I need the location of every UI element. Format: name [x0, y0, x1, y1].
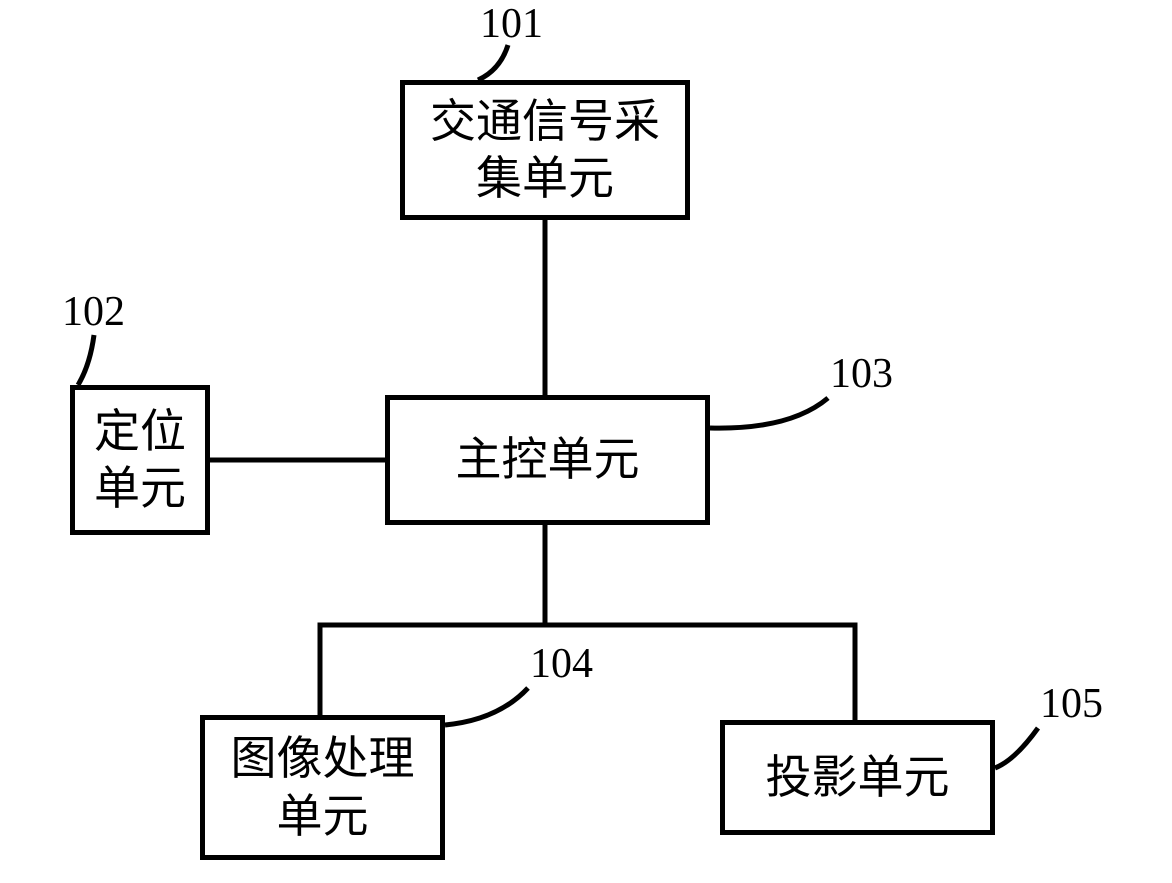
- callout-curve-101: [478, 45, 508, 80]
- node-101-ref-label: 101: [480, 0, 543, 48]
- node-103-text: 主控单元: [456, 431, 640, 489]
- node-103-ref-label: 103: [830, 350, 893, 398]
- node-104-text-line1: 图像处理: [231, 733, 415, 784]
- callout-curve-103: [710, 398, 828, 428]
- node-104-image-processing-unit: 图像处理 单元: [200, 715, 445, 860]
- edge-split-104: [320, 625, 545, 715]
- callout-curve-104: [445, 688, 528, 725]
- node-104-ref-label: 104: [530, 640, 593, 688]
- callout-curve-102: [78, 335, 94, 385]
- callout-curve-105: [995, 728, 1038, 768]
- node-102-text-line1: 定位: [94, 406, 186, 457]
- node-101-traffic-signal-acquisition-unit: 交通信号采 集单元: [400, 80, 690, 220]
- node-101-text-line2: 集单元: [476, 153, 614, 204]
- node-105-text: 投影单元: [766, 749, 950, 807]
- node-103-main-control-unit: 主控单元: [385, 395, 710, 525]
- node-104-text-line2: 单元: [277, 791, 369, 842]
- node-102-ref-label: 102: [62, 288, 125, 336]
- node-101-text-line1: 交通信号采: [430, 96, 660, 147]
- diagram-canvas: 交通信号采 集单元 101 定位 单元 102 主控单元 103 图像处理 单元…: [0, 0, 1172, 883]
- node-105-ref-label: 105: [1040, 680, 1103, 728]
- node-102-text-line2: 单元: [94, 463, 186, 514]
- node-105-projection-unit: 投影单元: [720, 720, 995, 835]
- node-102-positioning-unit: 定位 单元: [70, 385, 210, 535]
